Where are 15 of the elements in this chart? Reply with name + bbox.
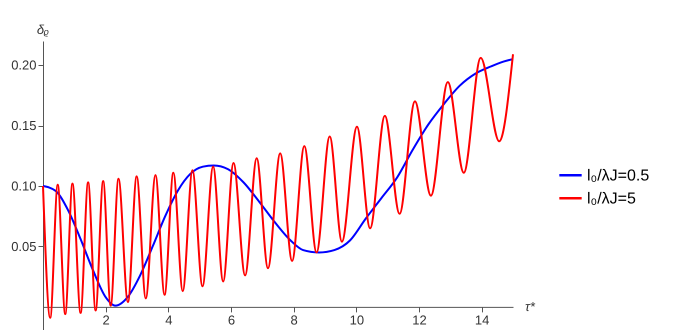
x-axis-title: τ* bbox=[525, 298, 536, 314]
y-tick-label: 0.15 bbox=[11, 118, 36, 134]
legend-label: l₀/λJ=5 bbox=[587, 190, 636, 208]
x-tick-label: 12 bbox=[412, 312, 427, 328]
y-tick-label: 0.20 bbox=[11, 58, 36, 73]
x-tick-label: 8 bbox=[290, 312, 298, 328]
x-tick-label: 2 bbox=[102, 312, 110, 328]
y-axis-title: δᵨ bbox=[36, 22, 50, 37]
y-tick-label: 0.10 bbox=[11, 178, 36, 194]
x-tick-label: 6 bbox=[228, 312, 236, 328]
x-tick-label: 10 bbox=[350, 312, 364, 328]
legend-label: l₀/λJ=0.5 bbox=[587, 167, 650, 184]
y-tick-label: 0.05 bbox=[11, 238, 36, 254]
x-tick-label: 14 bbox=[474, 312, 490, 328]
x-tick-label: 4 bbox=[165, 312, 172, 328]
